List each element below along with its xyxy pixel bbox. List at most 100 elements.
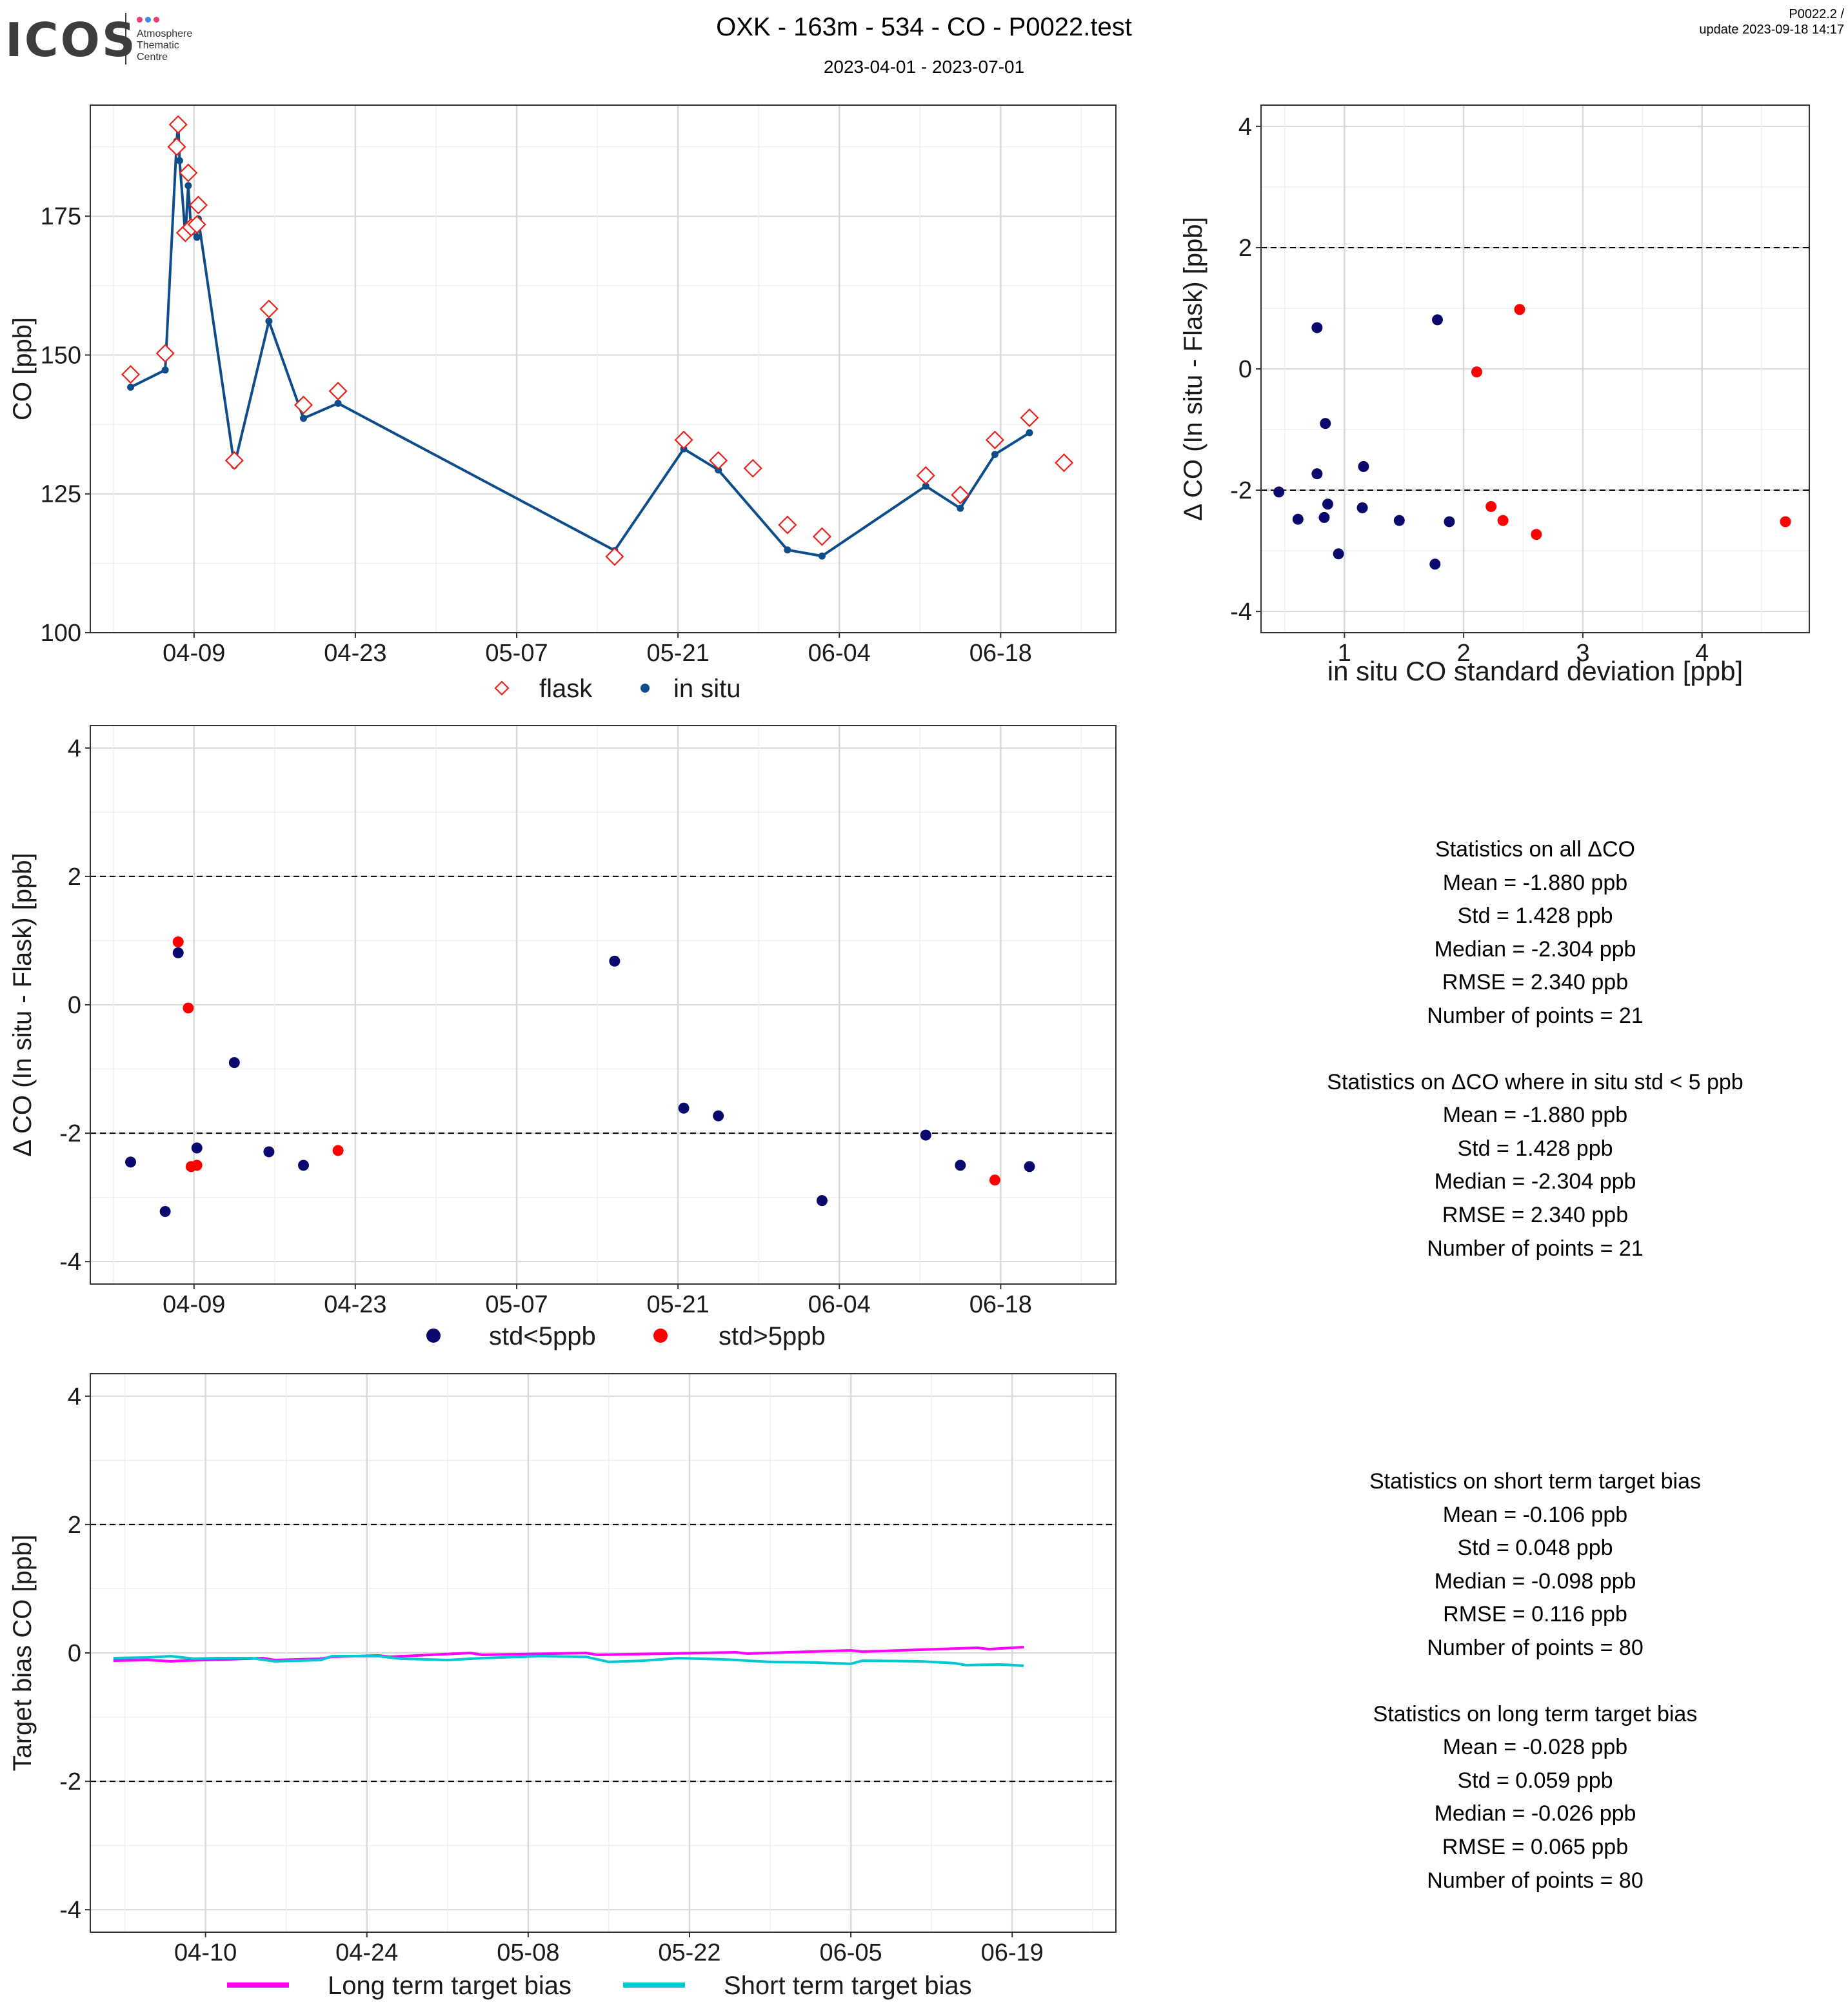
- scatter-point: [1333, 548, 1344, 560]
- logo-dots: [137, 14, 162, 26]
- target-bias-tick-label-x: 06-05: [819, 1939, 882, 1966]
- flask-marker: [188, 195, 208, 215]
- stats-std: Std = 0.048 ppb: [1457, 1536, 1613, 1561]
- version-line: update 2023-09-18 14:17: [1699, 23, 1844, 37]
- long-term-bias-line: [113, 1646, 1024, 1663]
- delta-point: [159, 1206, 171, 1218]
- delta-time-tick-label-x: 06-04: [808, 1291, 871, 1318]
- insitu-point: [784, 546, 791, 554]
- stats-std: Std = 1.428 ppb: [1457, 1136, 1613, 1161]
- delta-point: [332, 1145, 344, 1156]
- flask-marker: [605, 547, 624, 566]
- delta-time-tick-label-x: 06-18: [969, 1291, 1032, 1318]
- stats-rmse: RMSE = 0.116 ppb: [1443, 1602, 1627, 1627]
- stats-rmse: RMSE = 2.340 ppb: [1442, 970, 1629, 995]
- scatter-std-x-axis-label: in situ CO standard deviation [ppb]: [1327, 656, 1743, 686]
- scatter-point: [1322, 499, 1333, 510]
- logo-separator: [125, 13, 126, 64]
- delta-point: [172, 947, 184, 958]
- timeseries-tick-label-y: 125: [41, 481, 81, 508]
- delta-point: [191, 1160, 203, 1171]
- scatter-point: [1318, 511, 1330, 523]
- scatter-point: [1471, 366, 1482, 378]
- version-info: P0022.2 / update 2023-09-18 14:17: [1699, 6, 1844, 37]
- timeseries-tick-label-y: 150: [41, 342, 81, 369]
- logo-wordmark: ICOS: [5, 13, 137, 67]
- legend-long-term-label: Long term target bias: [328, 1972, 571, 2000]
- scatter-point: [1292, 513, 1304, 525]
- timeseries-tick-label-x: 06-04: [808, 640, 871, 667]
- stats-median: Median = -2.304 ppb: [1434, 1169, 1636, 1194]
- target-bias-tick-label-y: 2: [68, 1512, 81, 1539]
- target-bias-tick-label-y: -2: [59, 1768, 81, 1795]
- target-bias-tick-label-x: 06-19: [981, 1939, 1044, 1966]
- scatter-std-tick-label-y: 4: [1238, 114, 1252, 141]
- scatter-point: [1311, 468, 1323, 480]
- delta-time-tick-label-y: -2: [59, 1120, 81, 1147]
- legend-flask-label: flask: [539, 675, 593, 703]
- page-subtitle: 2023-04-01 - 2023-07-01: [823, 57, 1025, 77]
- delta-time-tick-label-y: 0: [68, 992, 81, 1019]
- target-bias-tick-label-x: 05-08: [497, 1939, 559, 1966]
- scatter-point: [1273, 486, 1285, 498]
- icos-logo: ICOS Atmosphere Thematic Centre: [5, 9, 218, 67]
- logo-sub-line: Centre: [137, 52, 168, 63]
- stats-title: Statistics on long term target bias: [1373, 1701, 1698, 1726]
- legend-std-high-label: std>5ppb: [719, 1322, 826, 1350]
- scatter-point: [1320, 418, 1331, 430]
- logo-sub-line: Thematic: [137, 40, 179, 51]
- flask-marker: [179, 163, 198, 183]
- stats-median: Median = -0.026 ppb: [1434, 1801, 1636, 1826]
- insitu-point: [265, 317, 273, 325]
- delta-point: [678, 1102, 690, 1114]
- flask-marker: [916, 466, 935, 485]
- timeseries-tick-label-x: 04-09: [163, 640, 225, 667]
- insitu-point: [175, 157, 183, 164]
- delta-time-tick-label-x: 05-21: [647, 1291, 710, 1318]
- scatter-point: [1444, 516, 1455, 528]
- stats-rmse: RMSE = 0.065 ppb: [1442, 1834, 1629, 1859]
- insitu-point: [991, 451, 999, 459]
- insitu-point: [1026, 429, 1033, 437]
- stats-count: Number of points = 21: [1427, 1236, 1644, 1261]
- insitu-point: [922, 482, 929, 490]
- legend-std-high-marker: [653, 1329, 668, 1343]
- target-bias-tick-label-x: 04-24: [335, 1939, 398, 1966]
- scatter-std-tick-label-y: -2: [1230, 477, 1252, 504]
- delta-time-tick-label-x: 04-09: [163, 1291, 225, 1318]
- delta-point: [955, 1160, 966, 1171]
- flask-marker: [187, 215, 206, 234]
- legend-std-low-label: std<5ppb: [489, 1322, 596, 1350]
- flask-marker: [167, 137, 186, 157]
- target-bias-plot-border: [90, 1373, 1117, 1933]
- flask-marker: [121, 365, 141, 384]
- flask-marker: [168, 115, 188, 134]
- flask-marker: [224, 451, 244, 470]
- timeseries-tick-label-x: 06-18: [969, 640, 1032, 667]
- scatter-std-tick-label-x: 4: [1695, 640, 1709, 667]
- flask-marker: [709, 451, 728, 470]
- legend-insitu-marker: [641, 684, 650, 693]
- target-bias-tick-label-x: 05-22: [658, 1939, 720, 1966]
- stats-all-block: Statistics on all ΔCO Mean = -1.880 ppb …: [1213, 833, 1848, 1033]
- delta-point: [228, 1057, 240, 1069]
- page-title: OXK - 163m - 534 - CO - P0022.test: [716, 13, 1132, 41]
- flask-marker: [1020, 408, 1039, 428]
- delta-time-plot-border: [90, 725, 1117, 1285]
- delta-point: [713, 1110, 724, 1122]
- timeseries-plot-border: [90, 104, 1117, 633]
- scatter-point: [1358, 460, 1369, 472]
- scatter-point: [1393, 515, 1405, 526]
- delta-time-tick-label-x: 04-23: [324, 1291, 386, 1318]
- scatter-std-tick-label-x: 3: [1576, 640, 1589, 667]
- stats-panel-target: Statistics on short term target bias Mea…: [1213, 1465, 1848, 1930]
- scatter-point: [1531, 529, 1542, 540]
- timeseries-tick-label-x: 05-07: [485, 640, 548, 667]
- logo-dot: [154, 17, 159, 23]
- stats-long-block: Statistics on long term target bias Mean…: [1213, 1698, 1848, 1898]
- insitu-point: [300, 415, 308, 422]
- scatter-std-tick-label-x: 2: [1457, 640, 1471, 667]
- logo-dot: [145, 17, 151, 23]
- legend-std-low-marker: [426, 1329, 441, 1343]
